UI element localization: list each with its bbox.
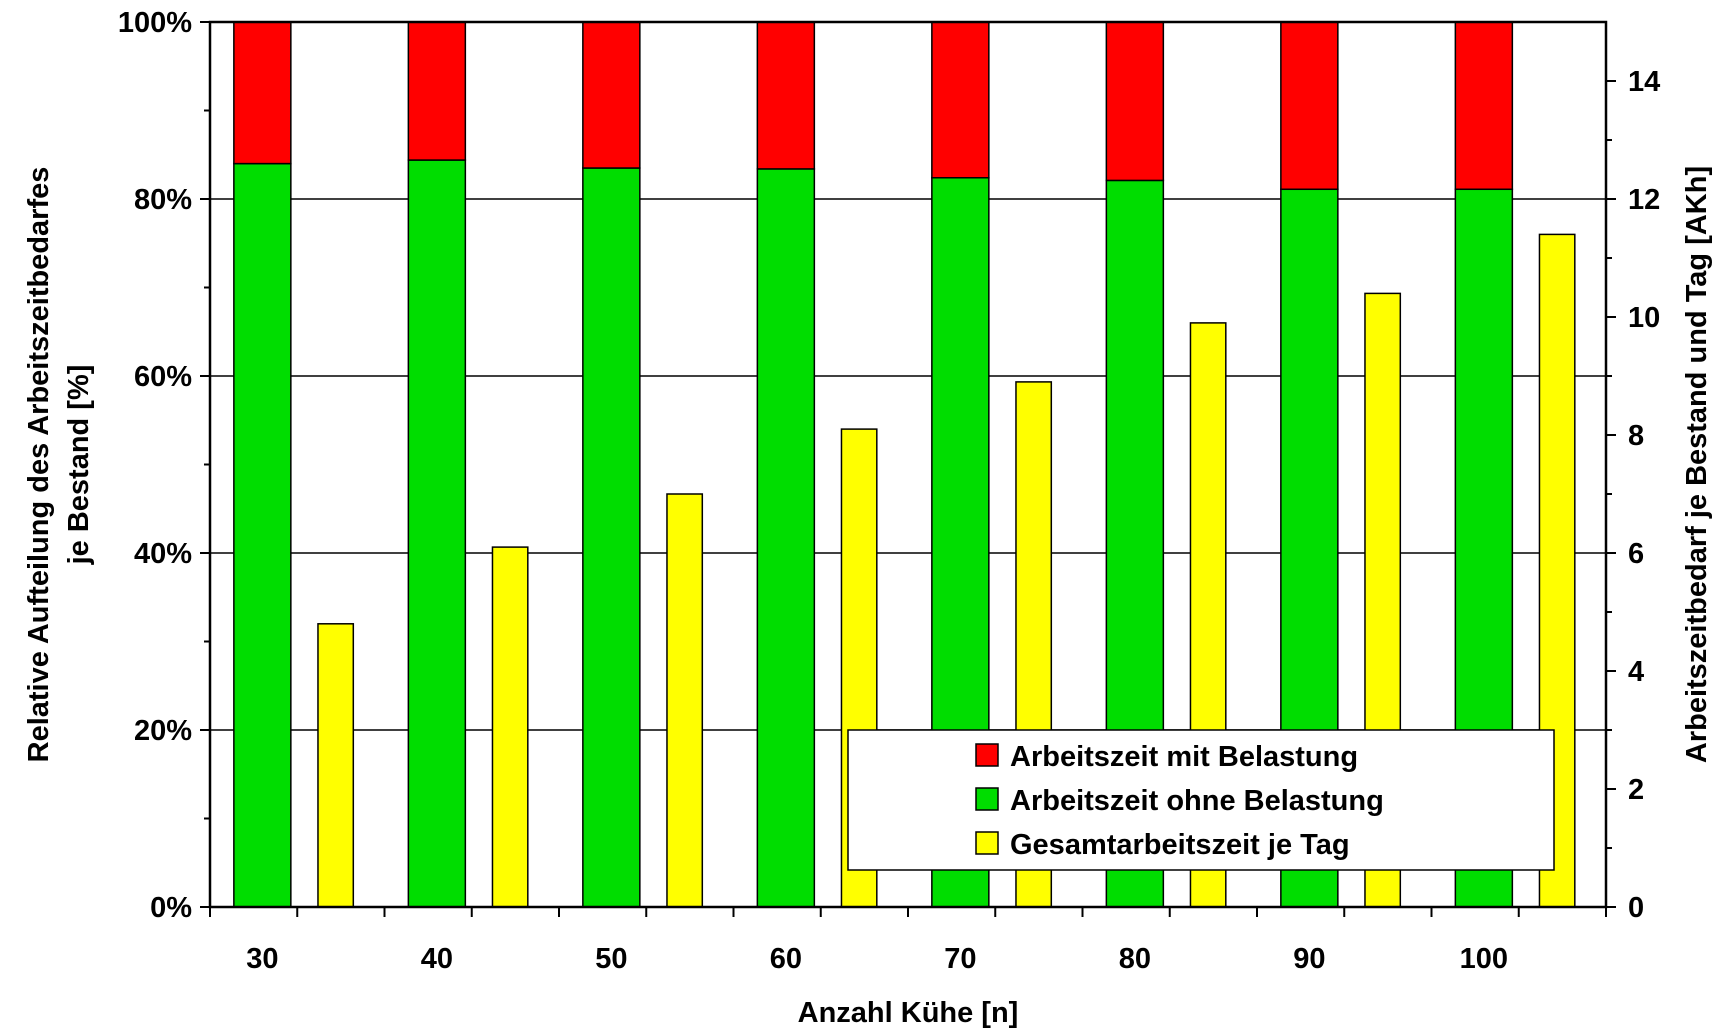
legend-swatch — [975, 787, 999, 811]
right-axis-tick-label: 6 — [1628, 538, 1644, 570]
left-axis-tick-label: 0% — [150, 892, 192, 924]
bar-arbeitszeit-ohne-belastung — [756, 168, 816, 908]
bar-arbeitszeit-mit-belastung — [582, 21, 641, 169]
left-axis-tick-label: 80% — [134, 184, 192, 216]
bar-arbeitszeit-mit-belastung — [1280, 21, 1339, 191]
right-axis-tick-label: 4 — [1628, 656, 1644, 688]
x-axis-tick-label: 60 — [770, 943, 802, 975]
x-axis-tick-label: 70 — [944, 943, 976, 975]
bar-gesamtarbeitszeit-je-tag — [491, 546, 529, 908]
x-axis-tick-label: 90 — [1293, 943, 1325, 975]
left-axis-tick-label: 40% — [134, 538, 192, 570]
bar-arbeitszeit-mit-belastung — [233, 21, 292, 165]
right-axis-tick-label: 8 — [1628, 420, 1644, 452]
right-axis-tick-label: 10 — [1628, 302, 1660, 334]
left-axis-title: Relative Aufteilung des Arbeitszeitbedar… — [23, 167, 95, 763]
left-axis-tick-label: 60% — [134, 361, 192, 393]
x-axis-tick-label: 80 — [1119, 943, 1151, 975]
x-axis-title: Anzahl Kühe [n] — [798, 997, 1019, 1029]
left-axis-tick-label: 100% — [118, 7, 192, 39]
right-axis: 0 2 4 6 8 10 12 14 — [1606, 66, 1660, 924]
right-axis-tick-label: 0 — [1628, 892, 1644, 924]
x-axis-tick-label: 40 — [421, 943, 453, 975]
left-axis: 0% 20% 40% 60% 80% 100% — [118, 7, 210, 924]
legend: Arbeitszeit mit Belastung Arbeitszeit ohn… — [847, 729, 1555, 871]
bar-arbeitszeit-mit-belastung — [1454, 21, 1514, 191]
bar-arbeitszeit-mit-belastung — [931, 21, 990, 179]
x-axis-tick-label: 30 — [246, 943, 278, 975]
legend-label: Gesamtarbeitszeit je Tag — [1010, 829, 1350, 861]
bar-gesamtarbeitszeit-je-tag — [666, 493, 704, 908]
legend-label: Arbeitszeit mit Belastung — [1010, 741, 1358, 773]
right-axis-tick-label: 12 — [1628, 184, 1660, 216]
left-axis-title-line-1: Relative Aufteilung des Arbeitszeitbedar… — [23, 167, 55, 763]
bar-arbeitszeit-ohne-belastung — [407, 159, 467, 908]
legend-box — [847, 729, 1555, 871]
bar-arbeitszeit-ohne-belastung — [582, 167, 641, 908]
legend-swatch — [975, 831, 999, 855]
right-axis-title: Arbeitszeitbedarf je Bestand und Tag [AK… — [1681, 166, 1713, 763]
bar-arbeitszeit-ohne-belastung — [233, 162, 292, 908]
bar-arbeitszeit-mit-belastung — [407, 21, 467, 161]
bar-arbeitszeit-mit-belastung — [756, 21, 816, 170]
right-axis-tick-label: 14 — [1628, 66, 1660, 98]
legend-swatch — [975, 743, 999, 767]
bar-gesamtarbeitszeit-je-tag — [317, 623, 355, 908]
legend-label: Arbeitszeit ohne Belastung — [1010, 785, 1384, 817]
x-axis: 30 40 50 60 70 80 90 100 — [209, 907, 1607, 975]
left-axis-title-line-2: je Bestand [%] — [63, 365, 95, 566]
left-axis-tick-label: 20% — [134, 715, 192, 747]
bar-arbeitszeit-mit-belastung — [1105, 21, 1165, 182]
right-axis-tick-label: 2 — [1628, 774, 1644, 806]
x-axis-tick-label: 100 — [1460, 943, 1508, 975]
x-axis-tick-label: 50 — [595, 943, 627, 975]
